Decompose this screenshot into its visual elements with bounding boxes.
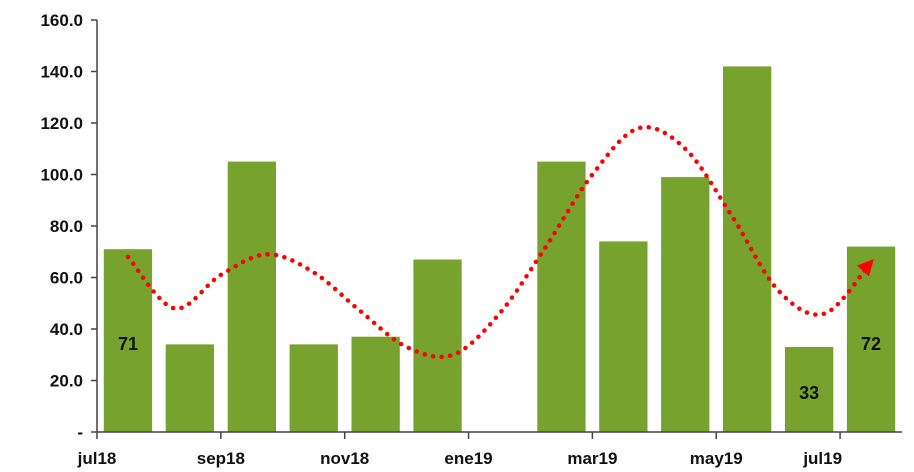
x-tick-label: nov18 — [320, 449, 369, 468]
bar-nov18 — [351, 336, 400, 432]
y-tick-label: 140.0 — [40, 63, 83, 82]
bar-sep18 — [227, 161, 276, 432]
y-tick-label: 40.0 — [50, 320, 83, 339]
data-labels: 71 33 72 — [118, 334, 881, 403]
bar-dic18 — [413, 259, 462, 432]
y-tick-label: 20.0 — [50, 372, 83, 391]
y-tick-label: 120.0 — [40, 114, 83, 133]
bar-oct18 — [289, 344, 338, 432]
y-tick-label: 60.0 — [50, 269, 83, 288]
data-label-jul19: 72 — [861, 334, 881, 354]
y-tick-label: 100.0 — [40, 166, 83, 185]
trend-curve — [125, 124, 874, 360]
y-ticks: - 20.0 40.0 60.0 80.0 100.0 120.0 140.0 160.0 — [40, 11, 97, 442]
bar-ago18 — [165, 344, 214, 432]
bars — [103, 66, 896, 433]
bar-jun19 — [785, 347, 834, 432]
x-tick-label: may19 — [690, 449, 743, 468]
x-tick-label: jul18 — [77, 449, 117, 468]
x-tick-label: ene19 — [444, 449, 492, 468]
bar-mar19 — [599, 241, 648, 432]
x-tick-label: mar19 — [567, 449, 617, 468]
bar-may19 — [723, 66, 772, 433]
trend-line — [125, 124, 874, 360]
axes — [96, 20, 902, 433]
data-label-jun19: 33 — [799, 383, 819, 403]
data-label-jul18: 71 — [118, 334, 138, 354]
bar-abr19 — [661, 177, 710, 432]
x-tick-label: jul19 — [802, 449, 842, 468]
bar-feb19 — [537, 161, 586, 432]
trend-arrowhead — [857, 259, 874, 277]
x-ticks: jul18 sep18 nov18 ene19 mar19 may19 jul19 — [77, 432, 842, 468]
y-tick-label: 160.0 — [40, 11, 83, 30]
y-tick-label: - — [77, 423, 83, 442]
y-tick-label: 80.0 — [50, 217, 83, 236]
x-tick-label: sep18 — [197, 449, 245, 468]
bar-jul19 — [846, 246, 896, 432]
